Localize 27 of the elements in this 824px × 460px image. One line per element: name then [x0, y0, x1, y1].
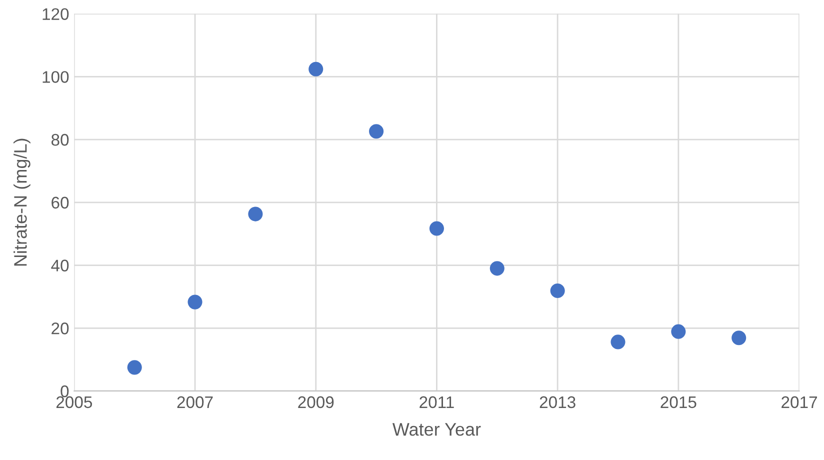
y-axis-title: Nitrate-N (mg/L): [14, 138, 30, 266]
y-tick-label: 100: [42, 71, 69, 83]
x-tick-label: 2007: [177, 396, 213, 408]
point: [490, 261, 504, 276]
y-tick-label: 20: [52, 322, 69, 334]
point: [732, 330, 746, 346]
point: [369, 124, 384, 139]
point: [127, 360, 142, 375]
point: [248, 206, 263, 222]
y-tick-label: 60: [52, 196, 69, 209]
x-tick-label: 2015: [660, 396, 696, 408]
x-tick-label: 2009: [298, 396, 334, 408]
y-tick-label: 80: [51, 134, 69, 146]
x-tick-label: 2005: [56, 396, 92, 408]
point: [550, 283, 565, 298]
x-tick-label: 2011: [420, 396, 454, 408]
x-tick-label: 2013: [540, 396, 576, 408]
point: [610, 334, 626, 350]
point: [308, 62, 324, 76]
point: [188, 294, 202, 310]
y-tick-label: 0: [60, 385, 69, 398]
x-axis-title: Water Year: [392, 423, 481, 436]
point: [429, 221, 444, 236]
y-tick-label: 120: [42, 8, 69, 20]
point: [671, 324, 686, 339]
x-tick-label: 2017: [782, 396, 817, 408]
y-tick-label: 40: [51, 260, 69, 272]
